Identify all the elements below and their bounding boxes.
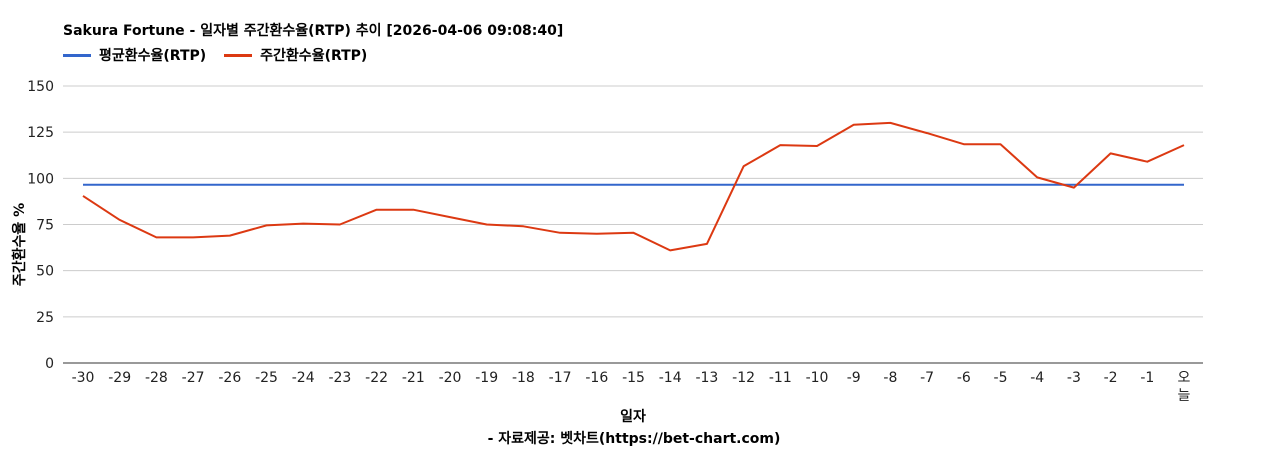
x-tick-label: -19 <box>475 370 498 386</box>
x-tick-label: -1 <box>1140 370 1154 386</box>
x-tick-label: -5 <box>994 370 1008 386</box>
x-tick-label: -15 <box>622 370 645 386</box>
x-tick-label: -28 <box>145 370 168 386</box>
y-tick-label: 75 <box>36 218 54 234</box>
x-tick-label: -4 <box>1030 370 1044 386</box>
source-footer: - 자료제공: 벳차트(https://bet-chart.com) <box>487 431 781 447</box>
y-tick-label: 150 <box>27 79 54 95</box>
x-tick-label: -27 <box>182 370 205 386</box>
x-tick-label: -26 <box>218 370 241 386</box>
x-tick-label: -7 <box>920 370 934 386</box>
x-tick-label: -21 <box>402 370 425 386</box>
legend-label-weekly: 주간환수율(RTP) <box>260 48 368 64</box>
y-axis-label: 주간환수율 % <box>11 203 28 286</box>
y-tick-label: 100 <box>27 171 54 187</box>
x-tick-label: -8 <box>883 370 897 386</box>
x-axis-label: 일자 <box>620 409 646 425</box>
x-tick-label: -9 <box>847 370 861 386</box>
x-tick-label: -17 <box>549 370 572 386</box>
x-tick-label: -29 <box>108 370 131 386</box>
y-tick-labels: 0 25 50 75 100 125 150 <box>27 79 54 372</box>
x-tick-label: -23 <box>328 370 351 386</box>
y-tick-label: 25 <box>36 310 54 326</box>
x-tick-label: -12 <box>732 370 755 386</box>
legend-item-weekly[interactable]: 주간환수율(RTP) <box>224 45 367 65</box>
legend: 평균환수율(RTP) 주간환수율(RTP) <box>63 45 385 65</box>
x-tick-label: -10 <box>806 370 829 386</box>
x-tick-labels: -30 -29 -28 -27 -26 -25 -24 -23 -22 -21 -20 -19 -18-… <box>72 370 1191 404</box>
legend-label-average: 평균환수율(RTP) <box>99 48 207 64</box>
x-tick-label: -14 <box>659 370 682 386</box>
x-tick-label: -6 <box>957 370 971 386</box>
x-tick-label: -20 <box>439 370 462 386</box>
x-tick-label: -24 <box>292 370 315 386</box>
y-tick-label: 0 <box>45 356 54 372</box>
chart-title: Sakura Fortune - 일자별 주간환수율(RTP) 추이 [2026… <box>63 23 564 39</box>
series-lines <box>82 121 1185 252</box>
x-tick-label: -30 <box>72 370 95 386</box>
x-tick-label: -22 <box>365 370 388 386</box>
series-line-weekly[interactable] <box>82 121 1185 252</box>
legend-swatch-weekly <box>224 53 253 57</box>
legend-item-average[interactable]: 평균환수율(RTP) <box>63 45 206 65</box>
x-tick-label: -16 <box>585 370 608 386</box>
legend-swatch-average <box>63 53 91 57</box>
x-tick-label: -18 <box>512 370 535 386</box>
x-tick-label: -2 <box>1104 370 1118 386</box>
y-tick-label: 50 <box>36 264 54 280</box>
x-tick-label: -25 <box>255 370 278 386</box>
grid-lines <box>63 85 1203 364</box>
x-tick-label: -13 <box>695 370 718 386</box>
x-tick-label: -11 <box>769 370 792 386</box>
y-tick-label: 125 <box>27 125 54 141</box>
x-tick-label: -3 <box>1067 370 1081 386</box>
